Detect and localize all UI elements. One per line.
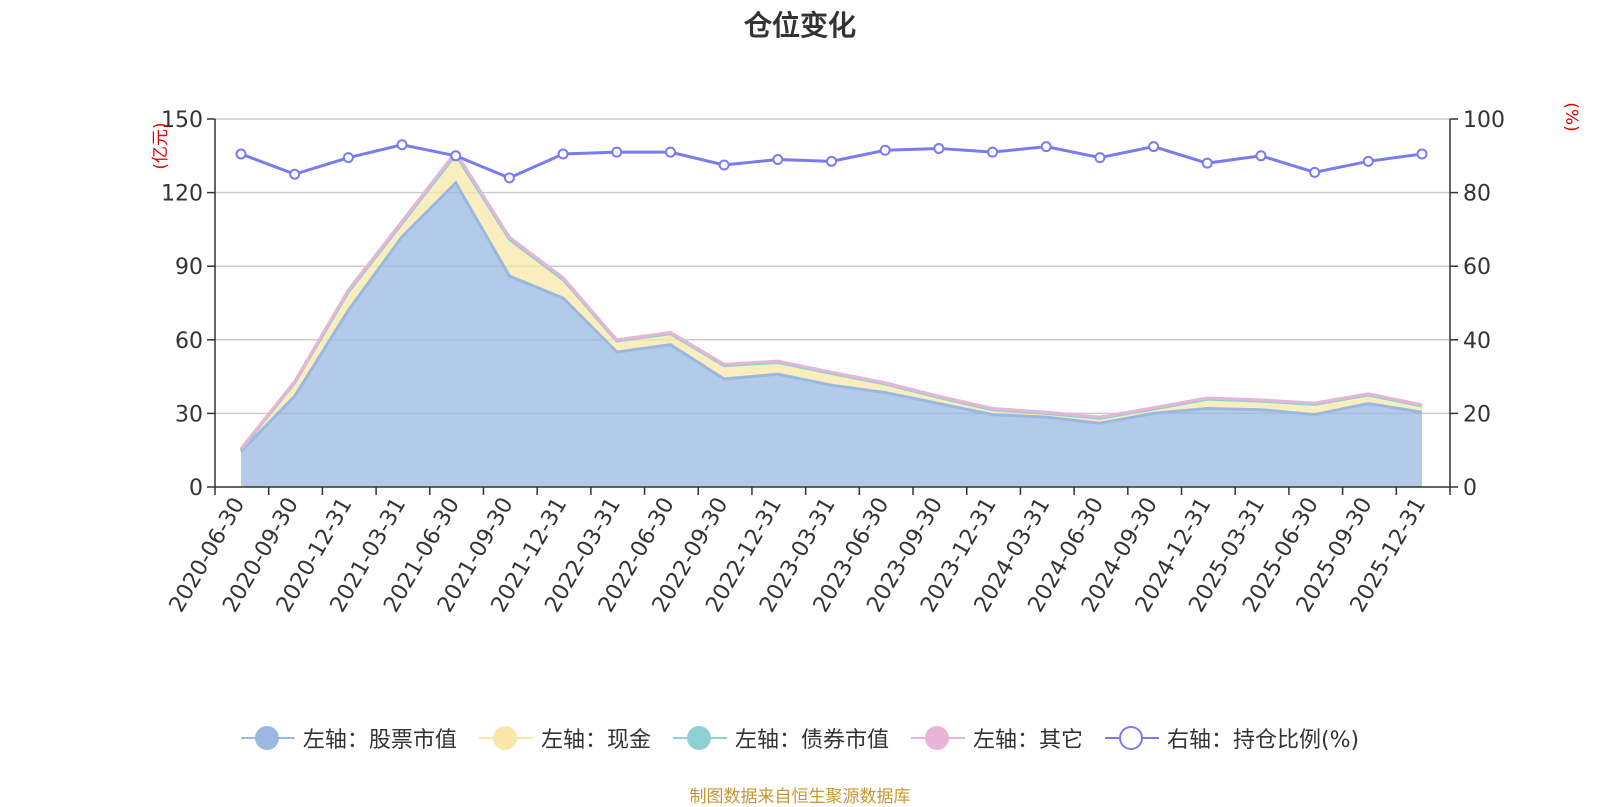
ratio-point[interactable]: [235, 148, 247, 160]
legend-marker-icon: [1104, 725, 1159, 751]
point-layer: [235, 139, 1428, 184]
ratio-point[interactable]: [396, 139, 408, 151]
legend-marker-icon: [672, 725, 727, 751]
ratio-point[interactable]: [1416, 148, 1428, 160]
right-tick-label: 60: [1463, 255, 1491, 280]
ratio-point[interactable]: [987, 146, 999, 158]
right-tick-label: 20: [1463, 402, 1491, 427]
ratio-point[interactable]: [557, 148, 569, 160]
ratio-point[interactable]: [772, 153, 784, 165]
ratio-point[interactable]: [1040, 141, 1052, 153]
ratio-point[interactable]: [503, 172, 515, 184]
ratio-point[interactable]: [1094, 152, 1106, 164]
legend-marker-icon: [240, 725, 295, 751]
legend: 左轴：股票市值 左轴：现金 左轴：债券市值 左轴：其它 右轴：持仓比例(%): [0, 722, 1600, 754]
series-line-左轴：股票市值: [239, 180, 1423, 453]
ratio-point[interactable]: [1255, 150, 1267, 162]
right-axis-label: (%): [1561, 102, 1581, 131]
left-tick-label: 60: [175, 329, 203, 354]
ratio-point[interactable]: [664, 146, 676, 158]
left-tick-label: 150: [161, 108, 203, 133]
right-tick-label: 80: [1463, 182, 1491, 207]
legend-label: 左轴：其它: [972, 728, 1083, 753]
ratio-point[interactable]: [342, 152, 354, 164]
ratio-point[interactable]: [826, 155, 837, 167]
left-tick-label: 120: [161, 182, 203, 207]
right-tick-label: 0: [1463, 476, 1477, 501]
legend-item[interactable]: 左轴：现金: [478, 722, 651, 754]
legend-label: 右轴：持仓比例(%): [1166, 728, 1360, 753]
ratio-point[interactable]: [933, 142, 945, 154]
left-tick-label: 90: [175, 255, 203, 280]
legend-item[interactable]: 左轴：股票市值: [240, 722, 457, 754]
left-axis-label: (亿元): [151, 122, 171, 169]
ratio-point[interactable]: [1201, 157, 1213, 169]
ratio-point[interactable]: [1309, 166, 1321, 178]
ratio-point[interactable]: [879, 144, 891, 156]
legend-label: 左轴：股票市值: [302, 728, 457, 753]
ratio-point[interactable]: [1362, 155, 1374, 167]
right-tick-label: 40: [1463, 329, 1491, 354]
ratio-point[interactable]: [1148, 141, 1160, 153]
legend-label: 左轴：现金: [540, 728, 651, 753]
legend-item[interactable]: 左轴：债券市值: [672, 722, 889, 754]
source-note: 制图数据来自恒生聚源数据库: [689, 787, 911, 807]
legend-marker-icon: [910, 725, 965, 751]
legend-item[interactable]: 右轴：持仓比例(%): [1104, 722, 1360, 754]
chart-title: 仓位变化: [743, 9, 856, 42]
legend-label: 左轴：债券市值: [734, 728, 889, 753]
left-tick-label: 30: [175, 402, 203, 427]
ratio-point[interactable]: [450, 150, 462, 162]
left-tick-label: 0: [189, 476, 203, 501]
series-line-左轴：其它: [239, 149, 1423, 450]
area-layer: [241, 152, 1422, 487]
area-左轴：股票市值: [241, 182, 1422, 487]
legend-item[interactable]: 左轴：其它: [910, 722, 1083, 754]
ratio-point[interactable]: [289, 168, 301, 180]
right-tick-label: 100: [1463, 108, 1505, 133]
legend-marker-icon: [478, 725, 533, 751]
ratio-point[interactable]: [611, 146, 623, 158]
ratio-point[interactable]: [718, 159, 730, 171]
